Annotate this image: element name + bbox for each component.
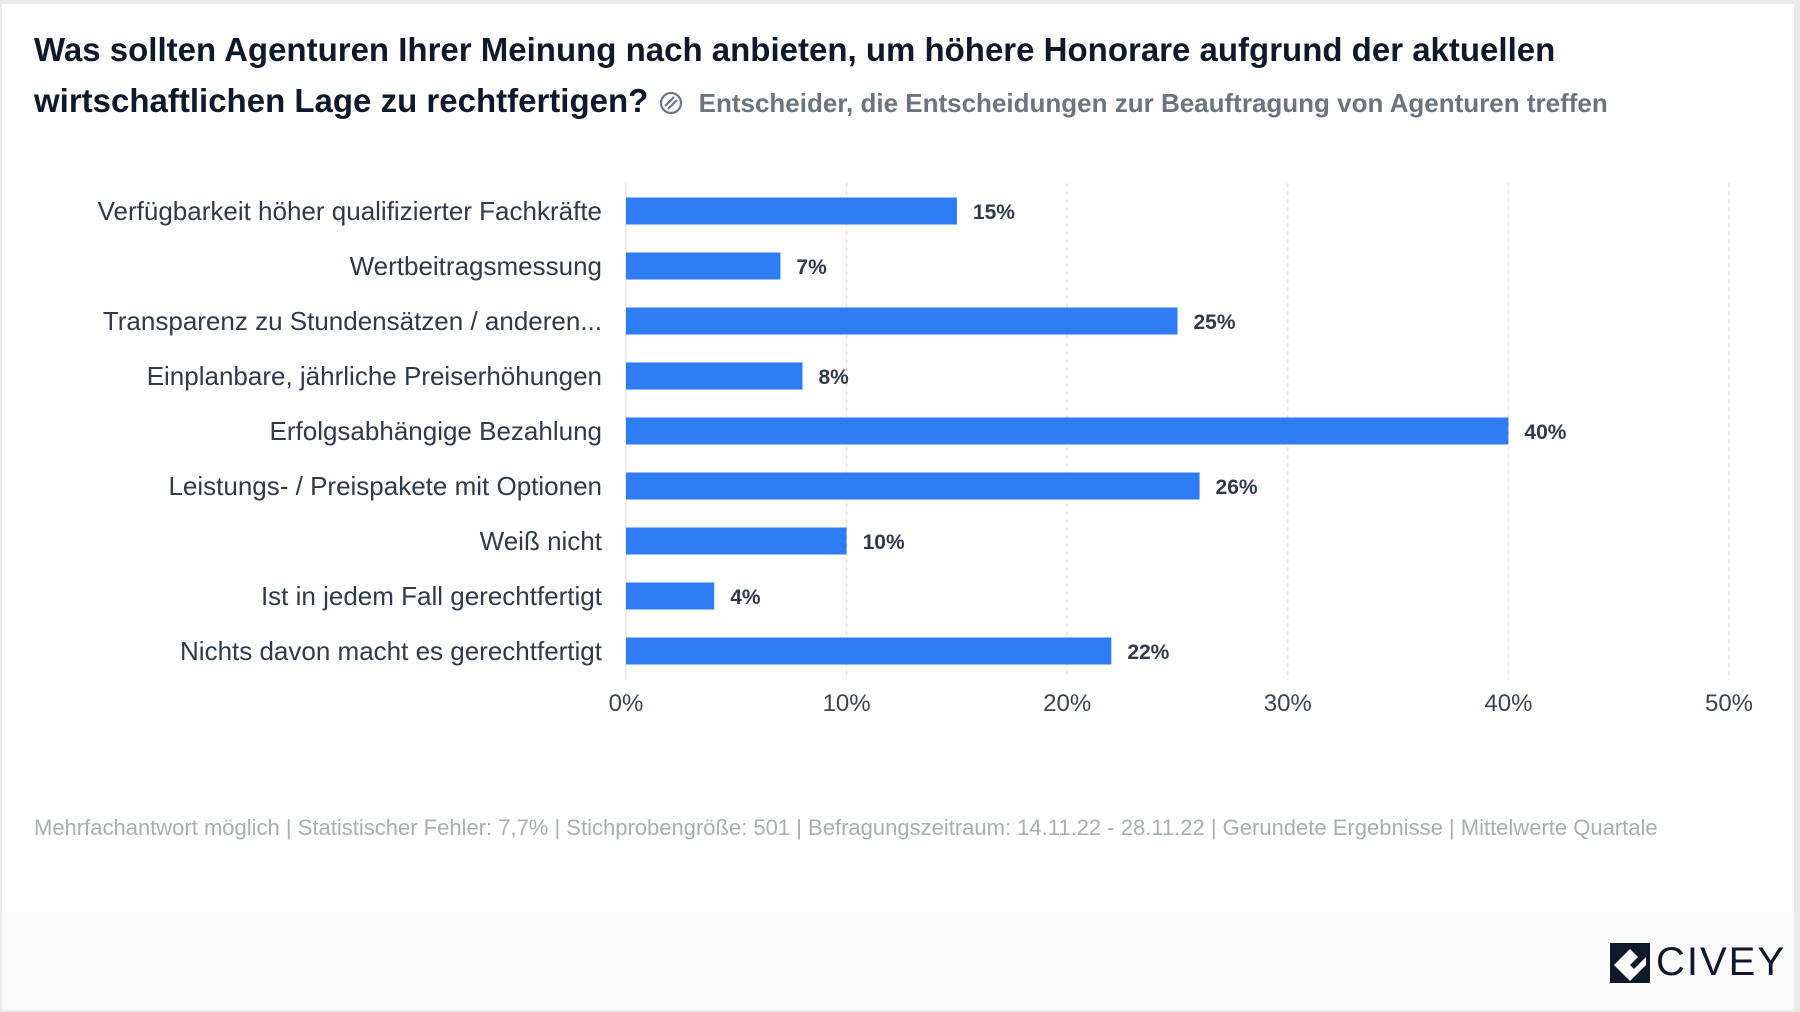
footer-band xyxy=(2,912,1794,1010)
bar-value-label: 22% xyxy=(1127,641,1169,664)
title-text: Was sollten Agenturen Ihrer Meinung nach… xyxy=(34,31,1556,119)
category-label: Transparenz zu Stundensätzen / anderen..… xyxy=(103,306,602,336)
bar xyxy=(626,362,803,390)
category-label: Leistungs- / Preispakete mit Optionen xyxy=(168,471,602,501)
bar-value-label: 8% xyxy=(818,366,849,389)
bar xyxy=(626,307,1178,335)
civey-logo: CIVEY xyxy=(1610,940,1786,985)
category-label: Einplanbare, jährliche Preiserhöhungen xyxy=(147,361,602,391)
x-tick-label: 0% xyxy=(609,690,644,717)
bar xyxy=(626,472,1200,500)
bar-value-label: 26% xyxy=(1216,476,1258,499)
bar-chart: 0% 10% 20% 30% 40% 50% Verfügbarkeit höher qua… xyxy=(98,183,1753,717)
x-tick-label: 10% xyxy=(823,690,871,717)
category-label: Verfügbarkeit höher qualifizierter Fachk… xyxy=(98,196,602,226)
category-label: Ist in jedem Fall gerechtfertigt xyxy=(261,581,603,611)
category-label: Erfolgsabhängige Bezahlung xyxy=(270,416,602,446)
bar-value-label: 4% xyxy=(730,586,761,609)
bar-value-label: 40% xyxy=(1524,421,1566,444)
x-tick-label: 30% xyxy=(1264,690,1312,717)
bar-value-label: 7% xyxy=(796,256,827,279)
brand-name: CIVEY xyxy=(1656,940,1787,984)
civey-logo-icon xyxy=(1610,942,1650,983)
bar xyxy=(626,582,715,610)
category-label: Weiß nicht xyxy=(480,526,603,556)
x-tick-label: 20% xyxy=(1043,690,1091,717)
bar-value-label: 15% xyxy=(973,201,1015,224)
bar xyxy=(626,527,847,555)
bar xyxy=(626,637,1112,665)
bar-value-label: 10% xyxy=(863,531,905,554)
x-tick-label: 50% xyxy=(1705,690,1753,717)
category-label: Wertbeitragsmessung xyxy=(350,251,602,281)
chart-title: Was sollten Agenturen Ihrer Meinung nach… xyxy=(34,24,1734,129)
bar xyxy=(626,252,781,280)
category-label: Nichts davon macht es gerechtfertigt xyxy=(180,636,603,666)
bar xyxy=(626,417,1509,445)
bar-value-label: 25% xyxy=(1194,311,1236,334)
chart-subtitle: Entscheider, die Entscheidungen zur Beau… xyxy=(698,88,1608,118)
footnote: Mehrfachantwort möglich | Statistischer … xyxy=(34,815,1658,840)
target-group-icon xyxy=(660,91,683,115)
chart-card xyxy=(2,4,1794,1010)
bar xyxy=(626,197,957,225)
x-tick-label: 40% xyxy=(1484,690,1532,717)
